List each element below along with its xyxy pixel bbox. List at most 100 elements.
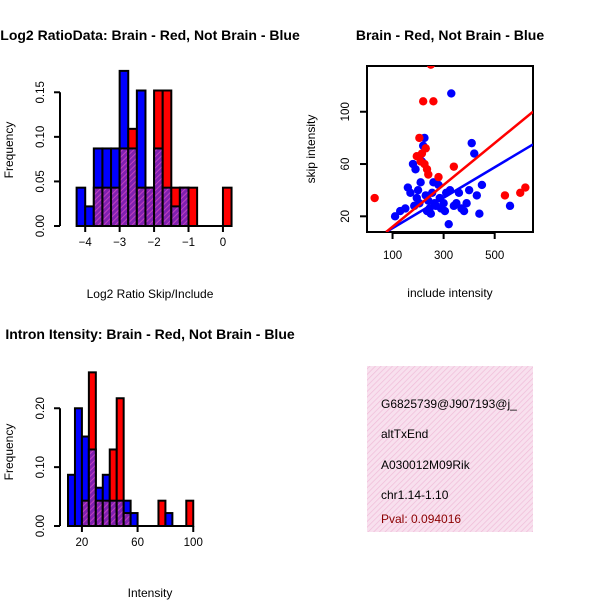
overlap-bar [153, 147, 164, 227]
x-tick-label: −3 [113, 237, 126, 249]
brain-point [418, 97, 428, 106]
overlap-bar [144, 186, 156, 227]
not-brain-bar [129, 512, 139, 528]
y-tick-label: 0.10 [35, 456, 47, 478]
y-tick-label: 0.00 [35, 215, 47, 237]
not-brain-point [401, 204, 410, 213]
not-brain-point [444, 219, 453, 229]
brain-fit-line [385, 110, 533, 232]
brain-point [426, 66, 435, 69]
not-brain-point [411, 165, 420, 174]
x-tick-label: −4 [79, 237, 93, 249]
chart-title: Log2 RatioData: Brain - Red, Not Brain -… [0, 27, 300, 43]
brain-point [500, 191, 510, 200]
not-brain-point [452, 199, 461, 208]
not-brain-point [447, 89, 456, 98]
not-brain-point [439, 199, 448, 208]
x-tick-label: 100 [383, 250, 402, 262]
intensity-scatter-chart: Brain - Red, Not Brain - Blue 100 300 500 2… [304, 27, 544, 300]
brain-point [449, 162, 459, 171]
overlap-bar [115, 499, 125, 528]
ratio-histogram-chart: Log2 RatioData: Brain - Red, Not Brain -… [0, 27, 300, 301]
brain-point [421, 144, 430, 153]
scatter-plot-area [370, 66, 533, 232]
overlap-bar [94, 499, 104, 528]
x-tick-label: 60 [131, 537, 144, 549]
chart-title: Intron Itensity: Brain - Red, Not Brain … [5, 326, 295, 342]
not-brain-bar [164, 512, 174, 528]
not-brain-point [426, 209, 436, 218]
y-tick-label: 0.15 [35, 81, 47, 103]
y-tick-label: 20 [340, 210, 352, 223]
event-type-text: altTxEnd [381, 427, 428, 441]
not-brain-point [440, 206, 450, 216]
y-axis-label: Frequency [2, 122, 16, 179]
overlap-bar [170, 205, 181, 227]
x-axis-label: include intensity [407, 286, 492, 300]
not-brain-point [390, 212, 400, 221]
not-brain-bar [73, 407, 83, 528]
gene-name-text: A030012M09Rik [381, 458, 471, 472]
overlap-bar [101, 499, 111, 528]
y-tick-label: 60 [340, 158, 352, 171]
x-tick-label: −2 [148, 237, 161, 249]
y-tick-label: 0.05 [35, 170, 47, 192]
brain-bar [187, 186, 199, 227]
not-brain-point [470, 149, 479, 158]
overlap-bar [178, 186, 190, 227]
y-axis-label: skip intensity [304, 115, 318, 184]
overlap-bar [161, 186, 173, 227]
x-axis-label: Log2 Ratio Skip/Include [87, 287, 214, 301]
overlap-bar [110, 186, 121, 227]
overlap-bar [127, 147, 138, 227]
not-brain-point [467, 138, 476, 148]
brain-bar [221, 186, 233, 227]
brain-point [424, 170, 433, 179]
brain-point [434, 172, 443, 182]
not-brain-bar [75, 186, 87, 227]
x-tick-label: 100 [184, 537, 203, 549]
overlap-bar [135, 186, 147, 227]
location-text: chr1.14-1.10 [381, 488, 449, 502]
overlap-bar [118, 147, 130, 227]
x-tick-label: 0 [220, 237, 226, 249]
brain-point [521, 183, 530, 192]
y-axis-label: Frequency [2, 424, 16, 481]
x-tick-label: 20 [76, 537, 89, 549]
not-brain-point [459, 206, 469, 216]
not-brain-fit-line [385, 143, 533, 232]
overlap-bar [92, 186, 104, 227]
intensity-histogram-chart: Intron Itensity: Brain - Red, Not Brain … [2, 326, 295, 600]
y-tick-label: 0.00 [35, 515, 47, 537]
overlap-bar [108, 499, 118, 528]
not-brain-point [464, 185, 474, 195]
event-id-text: G6825739@J907193@j_ [381, 397, 517, 411]
brain-point [516, 188, 525, 197]
chart-title: Brain - Red, Not Brain - Blue [356, 27, 544, 43]
overlap-bar [80, 499, 90, 528]
y-tick-label: 0.10 [35, 126, 47, 148]
x-tick-label: 500 [485, 250, 504, 262]
not-brain-point [416, 178, 425, 187]
not-brain-bar [84, 205, 95, 227]
not-brain-bar [67, 473, 76, 528]
not-brain-point [505, 201, 515, 211]
x-axis-label: Intensity [128, 586, 173, 600]
not-brain-point [472, 191, 482, 200]
brain-point [370, 193, 379, 203]
not-brain-point [406, 188, 415, 197]
info-panel-background [367, 366, 533, 532]
overlap-bar [87, 448, 97, 528]
not-brain-point [413, 185, 423, 195]
y-tick-label: 100 [340, 102, 352, 121]
not-brain-point [475, 209, 484, 218]
y-tick-label: 0.20 [35, 397, 47, 419]
x-tick-label: 300 [434, 250, 453, 262]
brain-point [415, 133, 424, 143]
pval-text: Pval: 0.094016 [381, 512, 461, 526]
info-panel: G6825739@J907193@j_ altTxEnd A030012M09R… [367, 366, 533, 532]
not-brain-point [462, 199, 471, 208]
x-tick-label: −1 [182, 237, 195, 249]
overlap-bar [101, 186, 113, 227]
